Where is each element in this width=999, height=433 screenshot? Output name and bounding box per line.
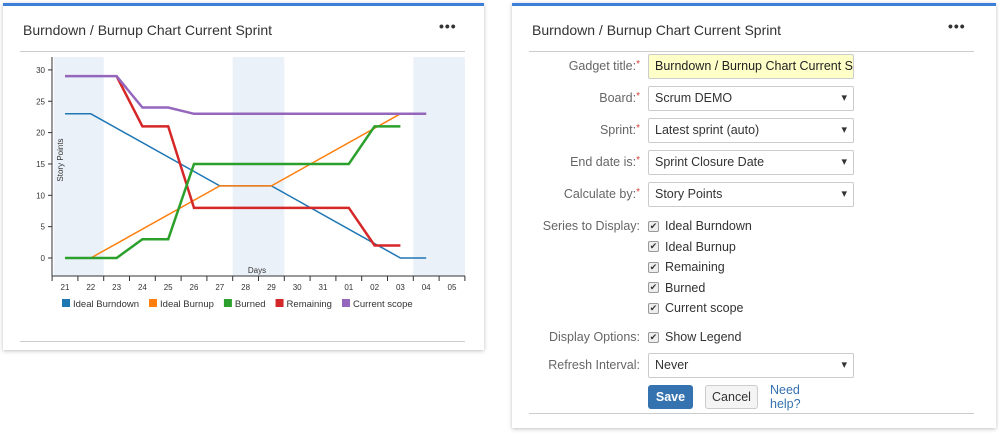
- x-tick-label: 27: [215, 283, 224, 292]
- legend-item: Burned: [235, 299, 266, 310]
- x-tick-label: 22: [86, 283, 95, 292]
- x-tick-label: 31: [319, 283, 328, 292]
- divider: [529, 413, 974, 414]
- x-tick-label: 26: [190, 283, 199, 292]
- calculate-by-label: Calculate by:*: [563, 187, 640, 201]
- more-menu-icon[interactable]: •••: [948, 18, 966, 34]
- checkbox-label: Current scope: [665, 301, 744, 315]
- checkbox-checked-icon[interactable]: ✔: [648, 282, 659, 293]
- y-tick-label: 15: [36, 160, 45, 169]
- gadget-title: Burndown / Burnup Chart Current Sprint: [532, 22, 782, 38]
- save-button[interactable]: Save: [648, 385, 693, 409]
- legend-item: Ideal Burnup: [160, 299, 214, 310]
- x-tick-label: 24: [138, 283, 147, 292]
- y-tick-label: 10: [36, 191, 45, 200]
- y-tick-label: 0: [41, 254, 46, 263]
- cancel-button[interactable]: Cancel: [705, 385, 758, 409]
- display-options-label: Display Options:: [548, 330, 640, 344]
- y-tick-label: 20: [36, 129, 45, 138]
- nonworking-band: [413, 57, 465, 276]
- checkbox-label: Remaining: [665, 260, 725, 274]
- board-select[interactable]: Scrum DEMO: [648, 86, 854, 111]
- legend-item: Current scope: [353, 299, 413, 310]
- x-tick-label: 30: [293, 283, 302, 292]
- gadget-title-label: Gadget title:*: [568, 59, 640, 73]
- refresh-select[interactable]: Never: [648, 353, 854, 378]
- checkbox-label: Ideal Burndown: [665, 219, 752, 233]
- calculate-by-select[interactable]: Story Points: [648, 182, 854, 207]
- x-tick-label: 05: [448, 283, 457, 292]
- legend-swatch: [275, 299, 284, 307]
- y-tick-label: 25: [36, 97, 45, 106]
- divider: [529, 51, 974, 52]
- x-tick-label: 23: [112, 283, 121, 292]
- y-tick-label: 5: [41, 223, 46, 232]
- sprint-label: Sprint:*: [599, 123, 640, 137]
- series-checkbox[interactable]: ✔ Burned: [648, 281, 705, 295]
- checkbox-label: Show Legend: [665, 330, 742, 344]
- x-tick-label: 04: [422, 283, 431, 292]
- more-menu-icon[interactable]: •••: [439, 18, 457, 34]
- series-line-burned: [65, 125, 401, 260]
- sprint-select[interactable]: Latest sprint (auto): [648, 118, 854, 143]
- x-axis-label: Days: [248, 266, 266, 275]
- series-checkbox[interactable]: ✔ Remaining: [648, 260, 725, 274]
- checkbox-checked-icon[interactable]: ✔: [648, 220, 659, 232]
- x-tick-label: 03: [396, 283, 405, 292]
- legend-swatch: [62, 299, 70, 307]
- x-tick-label: 01: [344, 283, 353, 292]
- series-checkbox[interactable]: ✔ Current scope: [648, 301, 744, 315]
- series-line-current-scope: [65, 74, 427, 116]
- checkbox-checked-icon[interactable]: ✔: [648, 261, 659, 273]
- checkbox-label: Ideal Burnup: [665, 239, 736, 254]
- x-tick-label: 21: [61, 283, 70, 292]
- legend-item: Ideal Burndown: [73, 299, 139, 310]
- end-date-select[interactable]: Sprint Closure Date: [648, 150, 854, 175]
- refresh-label: Refresh Interval:: [548, 358, 640, 372]
- legend-swatch: [149, 299, 158, 307]
- series-label: Series to Display:: [542, 219, 640, 233]
- board-label: Board:*: [599, 91, 640, 105]
- checkbox-checked-icon[interactable]: ✔: [648, 241, 659, 252]
- show-legend-checkbox[interactable]: ✔ Show Legend: [648, 330, 741, 344]
- y-axis-label: Story Points: [56, 138, 65, 181]
- nonworking-band: [232, 57, 285, 276]
- need-help-link[interactable]: Need help?: [770, 383, 801, 411]
- gadget-title: Burndown / Burnup Chart Current Sprint: [23, 22, 273, 38]
- x-tick-label: 28: [241, 283, 250, 292]
- end-date-label: End date is:*: [570, 155, 640, 169]
- gadget-title-input[interactable]: Burndown / Burnup Chart Current Spri: [648, 54, 854, 79]
- x-tick-label: 02: [370, 283, 379, 292]
- checkbox-checked-icon[interactable]: ✔: [648, 331, 659, 343]
- checkbox-checked-icon[interactable]: ✔: [648, 302, 659, 314]
- nonworking-band: [54, 57, 104, 276]
- legend-swatch: [223, 299, 232, 307]
- checkbox-label: Burned: [665, 280, 706, 295]
- series-line-remaining: [115, 75, 401, 247]
- x-tick-label: 29: [267, 283, 276, 292]
- divider: [20, 51, 465, 52]
- x-tick-label: 25: [164, 283, 173, 292]
- legend-item: Remaining: [287, 299, 332, 310]
- legend-swatch: [341, 299, 350, 307]
- series-checkbox[interactable]: ✔ Ideal Burnup: [648, 240, 736, 254]
- divider: [20, 341, 465, 342]
- y-tick-label: 30: [36, 66, 45, 75]
- series-checkbox[interactable]: ✔ Ideal Burndown: [648, 219, 752, 233]
